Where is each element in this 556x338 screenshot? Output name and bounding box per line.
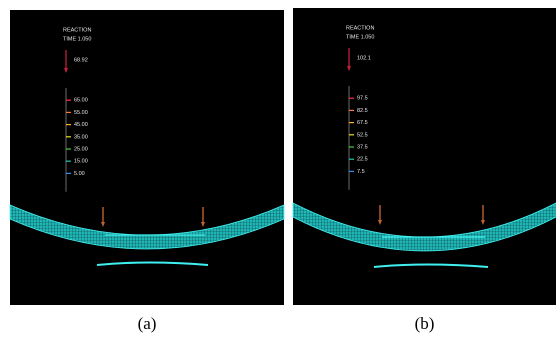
legend-label: 55.00	[74, 110, 88, 116]
legend-label: 37.5	[357, 144, 368, 150]
header-text: TIME 1.050	[63, 36, 91, 42]
legend-label: 65.00	[74, 98, 88, 104]
legend-label: 52.5	[357, 132, 368, 138]
legend-label: 22.5	[357, 157, 368, 163]
legend-label: 45.00	[74, 122, 88, 128]
legend-label: 25.00	[74, 146, 88, 152]
legend-label: 67.5	[357, 120, 368, 126]
viewport	[10, 10, 284, 305]
caption: (a)	[138, 314, 157, 333]
legend-label: 82.5	[357, 108, 368, 114]
header-text: REACTION	[63, 27, 91, 33]
header-text: REACTION	[346, 25, 374, 31]
max-label: 102.1	[357, 55, 371, 61]
legend-label: 97.5	[357, 96, 368, 102]
legend-label: 15.00	[74, 159, 88, 165]
caption: (b)	[415, 314, 435, 333]
legend-label: 7.5	[357, 169, 365, 175]
legend-label: 35.00	[74, 134, 88, 140]
max-label: 68.92	[74, 57, 88, 63]
legend-label: 5.00	[74, 171, 85, 177]
figure: REACTION TIME 1.050 68.92 65.00 55.00 45.00 35…	[0, 0, 556, 338]
header-text: TIME 1.050	[346, 34, 374, 40]
sim-panel: REACTION TIME 1.050 102.1 97.5 82.5 67.5 52.5 3…	[293, 8, 556, 305]
sim-panel: REACTION TIME 1.050 68.92 65.00 55.00 45.00 35…	[10, 10, 284, 305]
viewport	[293, 8, 556, 305]
